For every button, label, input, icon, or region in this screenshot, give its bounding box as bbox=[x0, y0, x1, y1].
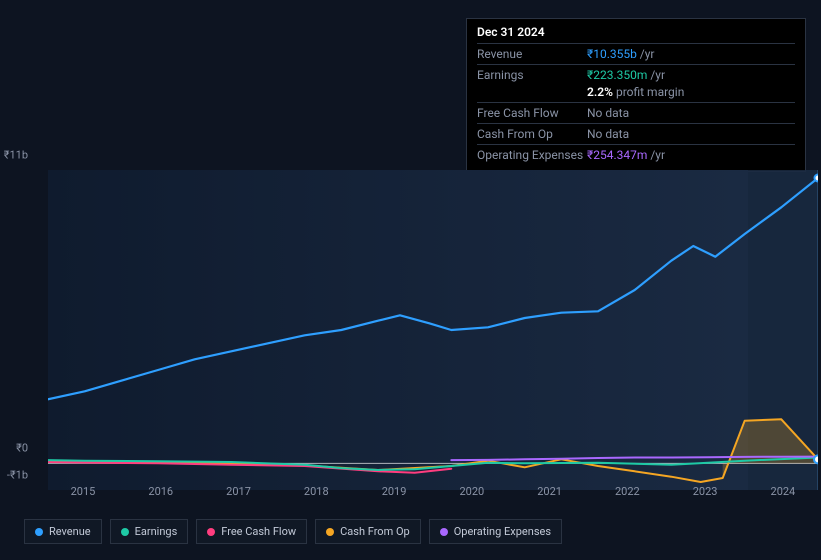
y-axis-label: ₹11b bbox=[4, 149, 28, 162]
legend-label: Operating Expenses bbox=[454, 525, 551, 538]
legend-item[interactable]: Free Cash Flow bbox=[196, 519, 307, 544]
financials-chart[interactable]: ₹11b₹0-₹1b 20152016201720182019202020212… bbox=[18, 155, 818, 505]
x-axis-label: 2022 bbox=[592, 485, 662, 498]
chart-plot-area bbox=[48, 155, 818, 505]
legend-swatch bbox=[121, 528, 129, 536]
legend-item[interactable]: Earnings bbox=[110, 519, 189, 544]
legend-label: Cash From Op bbox=[340, 525, 410, 538]
y-axis-label: -₹1b bbox=[7, 469, 28, 482]
y-axis-label: ₹0 bbox=[16, 442, 28, 455]
legend-swatch bbox=[326, 528, 334, 536]
x-axis-label: 2016 bbox=[126, 485, 196, 498]
tooltip-profit-margin: 2.2% profit margin bbox=[477, 85, 795, 102]
tooltip-date: Dec 31 2024 bbox=[477, 25, 795, 43]
x-axis-label: 2020 bbox=[437, 485, 507, 498]
tooltip-row: Free Cash FlowNo data bbox=[477, 102, 795, 123]
chart-tooltip: Dec 31 2024 Revenue ₹10.355b /yrEarnings… bbox=[466, 18, 806, 172]
x-axis-label: 2015 bbox=[48, 485, 118, 498]
x-axis-label: 2023 bbox=[670, 485, 740, 498]
legend-label: Free Cash Flow bbox=[221, 525, 296, 538]
legend-swatch bbox=[35, 528, 43, 536]
x-axis: 2015 2016 2017 2018 2019 2020 2021 2022 2023 2024 bbox=[48, 485, 818, 498]
x-axis-label: 2019 bbox=[359, 485, 429, 498]
x-axis-label: 2017 bbox=[204, 485, 274, 498]
legend-swatch bbox=[207, 528, 215, 536]
legend-label: Earnings bbox=[135, 525, 178, 538]
x-axis-label: 2021 bbox=[515, 485, 585, 498]
legend-swatch bbox=[440, 528, 448, 536]
legend-item[interactable]: Revenue bbox=[24, 519, 102, 544]
tooltip-row: Earnings ₹223.350m /yr bbox=[477, 64, 795, 85]
legend-label: Revenue bbox=[49, 525, 91, 538]
legend-item[interactable]: Operating Expenses bbox=[429, 519, 562, 544]
legend-item[interactable]: Cash From Op bbox=[315, 519, 421, 544]
chart-legend: Revenue Earnings Free Cash Flow Cash From O… bbox=[24, 519, 562, 544]
tooltip-row: Cash From OpNo data bbox=[477, 123, 795, 144]
x-axis-label: 2018 bbox=[281, 485, 351, 498]
x-axis-label: 2024 bbox=[748, 485, 818, 498]
tooltip-row: Revenue ₹10.355b /yr bbox=[477, 43, 795, 64]
